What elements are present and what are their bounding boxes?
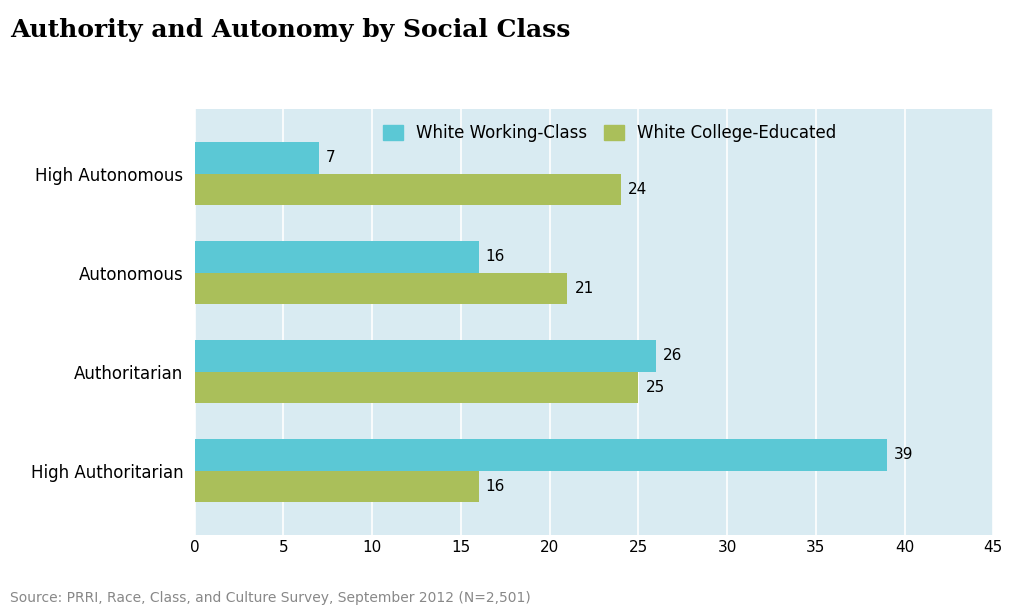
Bar bbox=[195, 273, 567, 305]
Text: 16: 16 bbox=[485, 479, 505, 494]
Text: 25: 25 bbox=[645, 380, 665, 395]
Legend: White Working-Class, White College-Educated: White Working-Class, White College-Educa… bbox=[377, 118, 844, 149]
Text: 26: 26 bbox=[664, 348, 683, 364]
Bar bbox=[195, 371, 638, 403]
Text: Authority and Autonomy by Social Class: Authority and Autonomy by Social Class bbox=[10, 18, 570, 42]
Bar bbox=[195, 241, 478, 273]
Text: 39: 39 bbox=[894, 447, 913, 462]
Bar bbox=[195, 174, 621, 206]
Bar bbox=[195, 439, 887, 471]
Text: 24: 24 bbox=[628, 182, 647, 197]
Bar bbox=[195, 340, 656, 371]
Text: Source: PRRI, Race, Class, and Culture Survey, September 2012 (N=2,501): Source: PRRI, Race, Class, and Culture S… bbox=[10, 591, 531, 605]
Bar bbox=[195, 471, 478, 502]
Text: 21: 21 bbox=[574, 281, 594, 296]
Text: 7: 7 bbox=[326, 150, 336, 165]
Text: 16: 16 bbox=[485, 249, 505, 264]
Bar bbox=[195, 142, 318, 174]
